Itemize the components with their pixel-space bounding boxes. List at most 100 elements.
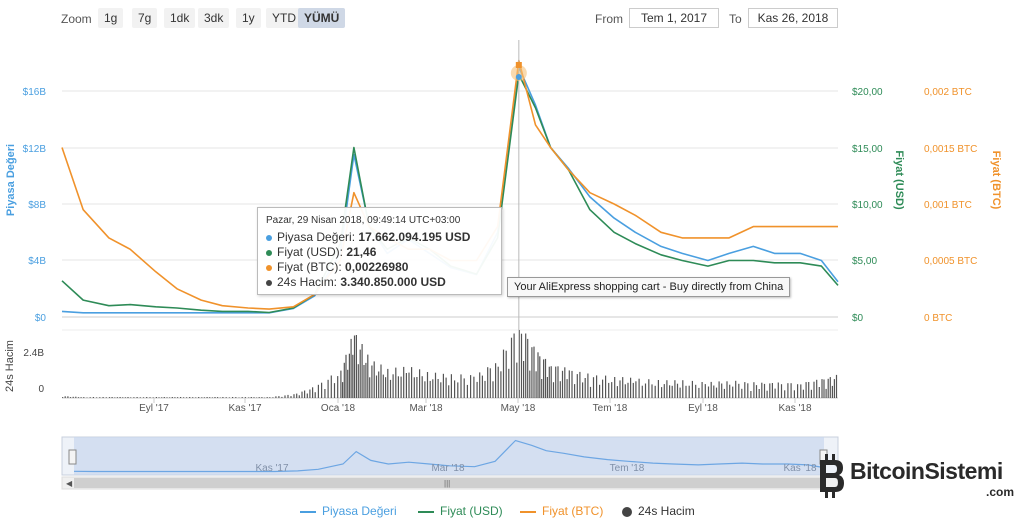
volume-bar: [365, 362, 367, 398]
volume-bar: [657, 380, 659, 398]
volume-bar: [124, 397, 126, 398]
volume-bar: [149, 397, 151, 398]
volume-bar: [201, 397, 203, 398]
to-date-input[interactable]: Kas 26, 2018: [748, 8, 838, 28]
volume-bar: [520, 333, 523, 398]
tooltip-label: 24s Hacim:: [277, 275, 338, 289]
volume-bar: [829, 377, 831, 398]
volume-bar: [599, 384, 601, 398]
volume-bar: [753, 382, 755, 398]
scrollbar-grip-icon: |||: [444, 479, 450, 488]
brand-name: BitcoinSistemi: [850, 458, 1003, 484]
volume-bar: [663, 384, 665, 398]
volume-bar: [395, 367, 397, 398]
volume-bar: [747, 383, 749, 398]
y-tick-label-price-usd: $5,00: [852, 256, 877, 267]
x-tick-label: Kas '17: [228, 403, 261, 414]
volume-bar: [250, 397, 252, 398]
y-tick-label-price-usd: $15,00: [852, 144, 883, 155]
volume-bar: [676, 383, 679, 398]
tooltip-row-price-usd: Fiyat (USD): 21,46: [266, 245, 376, 259]
volume-bar: [413, 377, 415, 398]
volume-bar: [284, 395, 286, 398]
y-tick-label-market-cap: $8B: [28, 200, 46, 211]
zoom-1m-button[interactable]: 1dk: [164, 8, 196, 28]
volume-bar: [774, 388, 776, 398]
volume-bar: [347, 369, 349, 398]
zoom-3m-button[interactable]: 3dk: [198, 8, 230, 28]
volume-bar: [304, 390, 306, 398]
volume-bar: [800, 384, 802, 398]
volume-bar: [566, 379, 568, 398]
volume-bar: [238, 397, 240, 398]
navigator-tick-label: Kas '18: [783, 463, 816, 474]
volume-bar: [707, 386, 710, 398]
volume-bar: [361, 344, 363, 398]
volume-bar: [674, 380, 676, 398]
volume-bar: [761, 382, 763, 398]
volume-bar: [198, 397, 200, 398]
volume-bar: [704, 384, 706, 398]
hover-marker: [515, 62, 522, 68]
legend-label: 24s Hacim: [638, 504, 695, 518]
volume-bar: [222, 397, 224, 398]
volume-bar: [429, 380, 431, 398]
zoom-1y-button[interactable]: 1y: [236, 8, 261, 28]
volume-bar: [635, 381, 637, 398]
volume-bar: [324, 389, 326, 398]
volume-bar: [119, 397, 121, 398]
volume-bar: [382, 374, 384, 398]
zoom-1d-button[interactable]: 1g: [98, 8, 124, 28]
zoom-ytd-button[interactable]: YTD: [266, 8, 302, 28]
volume-bar: [813, 381, 815, 398]
legend-item-price-btc[interactable]: Fiyat (BTC): [520, 504, 603, 518]
y-axis-title-price-btc: Fiyat (BTC): [990, 151, 1002, 210]
volume-bar: [546, 377, 548, 398]
volume-bar: [831, 385, 833, 398]
volume-bar: [330, 375, 332, 398]
zoom-all-button[interactable]: YÜMÜ: [298, 8, 346, 28]
volume-bar: [421, 376, 423, 398]
navigator-tick-label: Tem '18: [610, 463, 645, 474]
volume-bar: [314, 392, 316, 398]
volume-bar: [400, 376, 402, 398]
volume-bar: [833, 379, 835, 398]
x-tick-label: Eyl '18: [688, 403, 718, 414]
volume-bar: [287, 394, 289, 398]
volume-bar: [557, 366, 559, 398]
volume-bar: [389, 379, 392, 398]
bitcoin-b-icon: [820, 454, 844, 498]
x-tick-label: Eyl '17: [139, 403, 169, 414]
legend-item-price-usd[interactable]: Fiyat (USD): [418, 504, 503, 518]
volume-bar: [293, 394, 295, 398]
volume-bar: [523, 361, 525, 398]
volume-bar: [648, 379, 650, 398]
from-date-input[interactable]: Tem 1, 2017: [629, 8, 719, 28]
y-tick-label-volume: 0: [38, 384, 44, 395]
volume-bar: [561, 370, 564, 398]
legend-item-volume[interactable]: 24s Hacim: [622, 504, 695, 518]
volume-bar: [353, 335, 356, 398]
legend-item-market-cap[interactable]: Piyasa Değeri: [300, 504, 397, 518]
legend-label: Piyasa Değeri: [322, 504, 397, 518]
volume-bar: [582, 382, 584, 398]
volume-bar: [166, 397, 168, 398]
volume-bar: [669, 385, 671, 398]
volume-bar: [102, 397, 104, 398]
volume-bar: [527, 338, 529, 398]
tooltip-label: Piyasa Değeri:: [277, 230, 356, 244]
volume-bar: [713, 385, 715, 398]
volume-bar: [797, 384, 799, 398]
volume-bar: [317, 384, 319, 398]
zoom-7d-button[interactable]: 7g: [132, 8, 158, 28]
volume-bar: [352, 354, 354, 398]
volume-bar: [209, 397, 211, 398]
volume-bar: [211, 397, 213, 398]
volume-bar: [136, 397, 138, 398]
volume-bar: [738, 383, 740, 398]
volume-bar: [550, 366, 552, 398]
volume-bar: [651, 384, 653, 398]
volume-bar: [685, 385, 687, 398]
volume-bar: [579, 371, 581, 398]
